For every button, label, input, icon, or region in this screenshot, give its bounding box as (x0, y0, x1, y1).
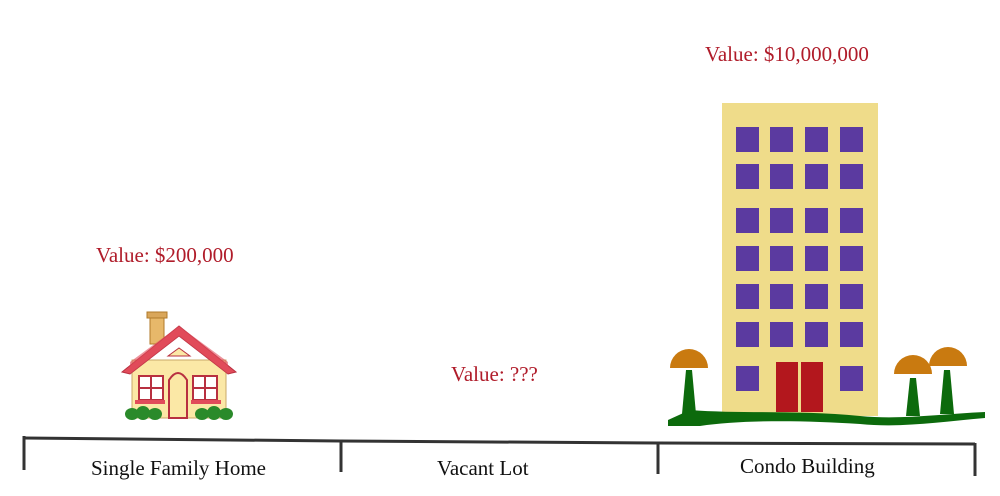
building-window (736, 246, 759, 271)
building-window (805, 127, 828, 152)
building-window (805, 164, 828, 189)
building-window (840, 164, 863, 189)
building-window (770, 322, 793, 347)
building-window (736, 366, 759, 391)
home-lot-label: Single Family Home (91, 456, 266, 480)
vacant-lot-label: Vacant Lot (437, 456, 529, 480)
building-window (840, 246, 863, 271)
building-door-left (776, 362, 798, 412)
building-door-right (801, 362, 823, 412)
house-bushes (125, 406, 233, 420)
condo-lot-label: Condo Building (740, 454, 875, 478)
condo-building-icon (722, 103, 878, 416)
condo-value-label: Value: $10,000,000 (705, 42, 869, 66)
building-window (805, 284, 828, 309)
building-window (770, 127, 793, 152)
vacant-lot-value-label: Value: ??? (451, 362, 538, 386)
tree-right-1 (894, 355, 932, 416)
house-door (168, 372, 188, 419)
building-window (770, 246, 793, 271)
building-window (840, 322, 863, 347)
building-window (770, 164, 793, 189)
tree-left (670, 349, 708, 414)
building-window (736, 322, 759, 347)
building-window (805, 322, 828, 347)
building-window (840, 366, 863, 391)
building-window (770, 208, 793, 233)
building-window (736, 208, 759, 233)
building-window (736, 164, 759, 189)
building-window (840, 127, 863, 152)
building-window (805, 208, 828, 233)
trees-and-grass (668, 347, 985, 426)
grass-strip (668, 410, 985, 426)
tree-right-2 (929, 347, 967, 414)
building-window (840, 208, 863, 233)
building-window (736, 127, 759, 152)
timeline-line (23, 436, 976, 446)
building-window (770, 284, 793, 309)
building-window (805, 246, 828, 271)
home-value-label: Value: $200,000 (96, 243, 234, 267)
building-windows (736, 127, 863, 391)
building-window (736, 284, 759, 309)
lot-timeline (22, 436, 977, 476)
house-icon (120, 311, 238, 420)
building-window (840, 284, 863, 309)
